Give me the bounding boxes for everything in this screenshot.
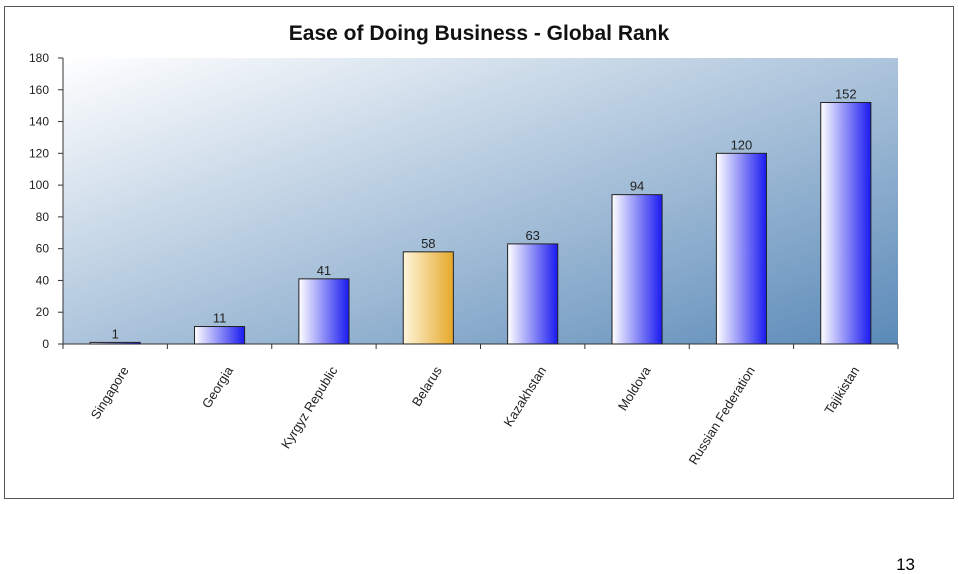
data-label: 63 — [525, 228, 539, 243]
y-tick-label: 20 — [36, 305, 50, 319]
x-tick-label: Singapore — [88, 364, 132, 422]
bar-singapore — [89, 341, 141, 345]
bar-belarus — [402, 251, 454, 345]
x-tick-label: Kyrgyz Republic — [278, 363, 341, 451]
y-tick-label: 140 — [29, 115, 49, 129]
data-label: 58 — [421, 236, 435, 251]
x-tick-label: Kazakhstan — [501, 364, 550, 430]
bar-chart: Ease of Doing Business - Global Rank 0 20… — [29, 22, 899, 468]
page-number: 13 — [896, 555, 915, 574]
bar-kyrgyz-republic — [298, 278, 350, 345]
chart-frame: Ease of Doing Business - Global Rank 0 20… — [4, 6, 954, 499]
plot-area — [63, 58, 898, 344]
y-tick-label: 180 — [29, 51, 49, 65]
y-tick-label: 60 — [36, 242, 50, 256]
x-tick-label: Tajikistan — [821, 364, 862, 417]
y-tick-label: 120 — [29, 146, 49, 160]
data-label: 41 — [317, 263, 331, 278]
y-tick-label: 0 — [42, 337, 49, 351]
chart-title: Ease of Doing Business - Global Rank — [289, 22, 670, 45]
bar-georgia — [194, 326, 246, 345]
data-label: 94 — [630, 179, 644, 194]
bar-russian-federation — [715, 152, 767, 345]
x-tick-label: Georgia — [199, 363, 237, 411]
x-tick-label: Belarus — [409, 363, 445, 409]
data-label: 11 — [213, 311, 227, 326]
data-label: 152 — [835, 86, 857, 101]
data-label: 120 — [731, 137, 753, 152]
bar-kazakhstan — [507, 243, 559, 345]
bar-tajikistan — [820, 101, 872, 345]
y-tick-label: 160 — [29, 83, 49, 97]
data-label: 1 — [112, 326, 119, 341]
y-tick-label: 40 — [36, 273, 50, 287]
bar-moldova — [611, 194, 663, 345]
x-tick-label: Moldova — [615, 363, 654, 413]
y-tick-label: 100 — [29, 178, 49, 192]
x-tick-label: Russian Federation — [686, 364, 758, 468]
y-tick-label: 80 — [36, 210, 50, 224]
